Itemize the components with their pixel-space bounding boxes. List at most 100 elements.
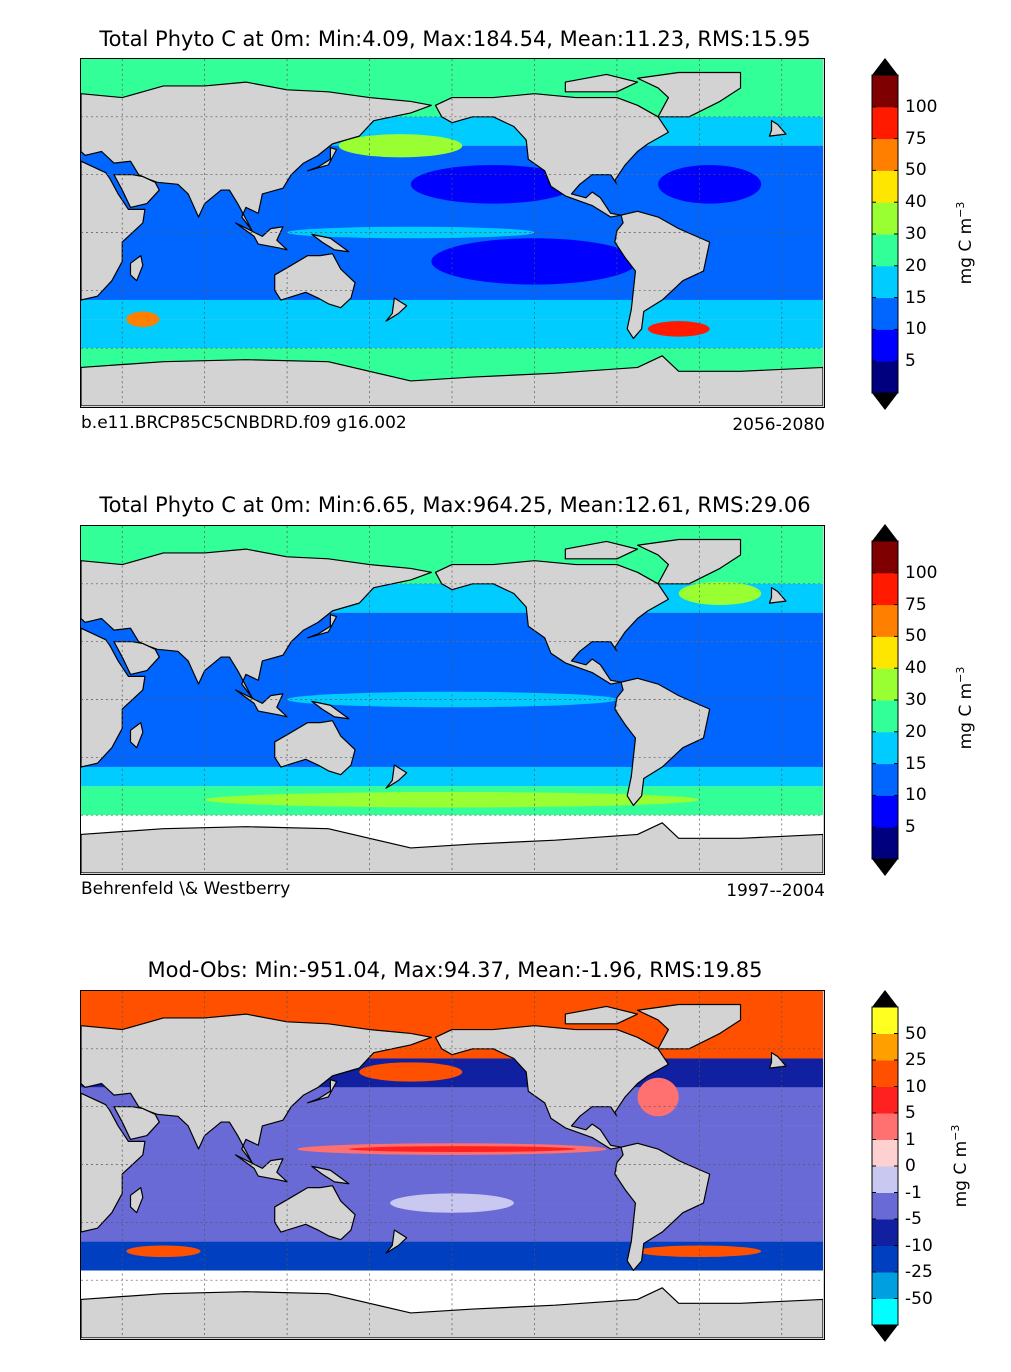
colorbar-tick-label: 1 (905, 1129, 916, 1150)
colorbar-extend-min (872, 859, 898, 876)
colorbar-swatch (872, 202, 898, 235)
land-greenland (636, 538, 742, 585)
colorbar-tick-label: 0 (905, 1156, 916, 1176)
colorbar-tick-label: 20 (905, 255, 927, 276)
colorbar-swatch (872, 1007, 898, 1034)
colorbar-swatch (872, 763, 898, 796)
field-bloom-patagonia (647, 321, 710, 337)
field-gulf-stream-positive (637, 1077, 679, 1117)
land-japan (307, 614, 338, 639)
land-ellesmere (564, 540, 639, 560)
land-samerica (614, 1142, 711, 1272)
colorbar-swatch (872, 1060, 898, 1087)
panel-2-source-label: Behrenfeld \& Westberry (81, 879, 291, 899)
colorbar-tick-label: 40 (905, 192, 927, 213)
colorbar-tick-label: 100 (905, 96, 938, 117)
land-greenland (636, 71, 742, 118)
land-newguinea (311, 233, 350, 253)
colorbar-tick-label: -1 (905, 1182, 922, 1203)
land-newguinea (311, 1165, 350, 1185)
colorbar-tick-label: -50 (905, 1288, 933, 1309)
panel-1-colorbar (871, 58, 899, 410)
land-africa (81, 160, 146, 301)
colorbar-swatch (872, 731, 898, 765)
colorbar-swatch (872, 1166, 898, 1193)
land-masses (81, 538, 823, 873)
graticule (81, 526, 823, 873)
land-eurasia (81, 548, 432, 699)
land-namerica (434, 560, 670, 685)
colorbar-swatch (872, 1219, 898, 1246)
map-svg (81, 526, 823, 873)
graticule (81, 59, 823, 406)
colorbar-swatch (872, 1033, 898, 1061)
colorbar-swatch (872, 1139, 898, 1167)
land-japan (307, 1079, 338, 1104)
map-svg (81, 991, 823, 1338)
colorbar-extend-max (872, 524, 898, 541)
colorbar-tick-label: 10 (905, 785, 927, 806)
colorbar-extend-min (872, 393, 898, 410)
panel-3-title: Mod-Obs: Min:-951.04, Max:94.37, Mean:-1… (147, 958, 763, 982)
panel-3-map (80, 990, 825, 1340)
land-eurasia (81, 81, 432, 232)
colorbar-tick-label: 100 (905, 562, 938, 583)
field-north-atlantic-bloom (678, 581, 762, 606)
colorbar-swatch (872, 361, 898, 394)
field-south-pacific-low (390, 1193, 514, 1213)
land-ellesmere (564, 73, 639, 93)
colorbar-swatch (872, 1245, 898, 1273)
field-indian-south-positive (126, 1245, 201, 1258)
colorbar-extend-max (872, 990, 898, 1007)
land-australia (274, 253, 356, 309)
colorbar-swatch (872, 604, 898, 637)
land-greenland (636, 1003, 742, 1050)
colorbar-tick-label: 15 (905, 287, 927, 308)
panel-1-colorbar-unit: mg C m−3 (954, 201, 976, 285)
land-namerica (434, 1025, 670, 1150)
panel-1-period-label: 2056-2080 (732, 415, 825, 435)
field-gyre-north-atlantic (658, 165, 762, 204)
colorbar-tick-label: 20 (905, 721, 927, 742)
field-north-pacific-positive (359, 1062, 463, 1082)
colorbar-tick-label: 15 (905, 753, 927, 774)
colorbar-swatch (872, 170, 898, 203)
land-africa (81, 1092, 146, 1233)
land-newguinea (311, 700, 350, 720)
colorbar-svg (871, 58, 899, 410)
panel-1-map (80, 58, 825, 408)
colorbar-swatch (872, 234, 898, 267)
field-bloom-north-pacific (338, 134, 463, 158)
panel-2-colorbar-unit: mg C m−3 (954, 666, 976, 750)
colorbar-tick-label: 50 (905, 160, 927, 181)
land-australia (274, 1185, 356, 1241)
colorbar-tick-label: -10 (905, 1235, 933, 1256)
field-south-pacific (472, 718, 638, 758)
land-ellesmere (564, 1005, 639, 1025)
panel-2-period-label: 1997--2004 (726, 881, 825, 901)
panel-3-colorbar (871, 990, 899, 1342)
panel-2-title: Total Phyto C at 0m: Min:6.65, Max:964.2… (99, 493, 811, 517)
land-arabia (113, 1106, 160, 1141)
colorbar-tick-label: 30 (905, 224, 927, 244)
colorbar-swatch (872, 106, 898, 140)
colorbar-svg (871, 990, 899, 1342)
colorbar-tick-label: 75 (905, 128, 927, 149)
colorbar-tick-label: -25 (905, 1262, 933, 1282)
land-samerica (614, 210, 711, 340)
colorbar-tick-label: 10 (905, 1076, 927, 1097)
colorbar-tick-label: 30 (905, 690, 927, 710)
colorbar-extend-min (872, 1325, 898, 1342)
colorbar-swatch (872, 572, 898, 606)
land-madagascar (129, 255, 144, 282)
land-antarctica (81, 1287, 823, 1338)
colorbar-tick-label: 10 (905, 319, 927, 340)
land-masses (81, 1003, 823, 1338)
colorbar-extend-max (872, 58, 898, 75)
land-arabia (113, 641, 160, 676)
colorbar-tick-label: 5 (905, 817, 916, 838)
colorbar-swatch (872, 1192, 898, 1220)
colorbar-swatch (872, 1272, 898, 1299)
field-atlantic-south-positive (637, 1245, 762, 1258)
land-nz (385, 297, 408, 322)
